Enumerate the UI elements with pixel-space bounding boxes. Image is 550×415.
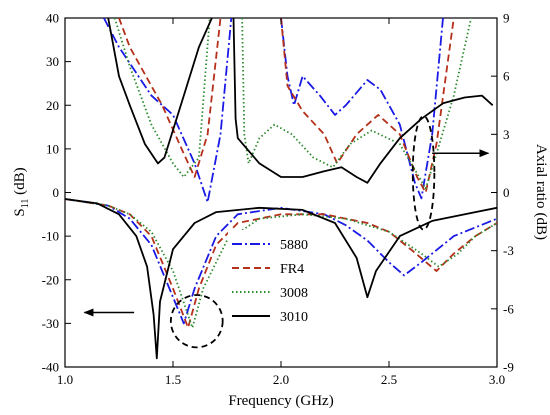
s11-line-3008 <box>65 198 497 329</box>
y2-tick-label: 6 <box>503 69 510 84</box>
y2-tick-label: 9 <box>503 11 510 26</box>
axial-ratio-line-3010-low <box>107 18 213 165</box>
legend-label-3010: 3010 <box>280 310 308 325</box>
legend: 5880 FR4 3008 3010 <box>228 230 328 326</box>
axial-ratio-line-3008-high <box>241 18 472 190</box>
y-tick-label: 30 <box>46 54 59 69</box>
legend-box <box>228 230 328 326</box>
y-tick-label: 20 <box>46 98 59 113</box>
annotation-layer <box>83 115 490 349</box>
s11-group-ellipse <box>169 294 224 349</box>
y2-tick-label: -9 <box>503 360 514 375</box>
y-tick-label: 0 <box>53 185 60 200</box>
axial-ratio-line-fr4-low <box>118 18 222 178</box>
y-tick-label: -40 <box>42 360 59 375</box>
y-tick-label: -20 <box>42 272 59 287</box>
x-tick-label: 2.0 <box>273 372 289 387</box>
legend-label-5880: 5880 <box>280 238 308 253</box>
x-tick-label: 1.0 <box>57 372 73 387</box>
x-tick-label: 3.0 <box>489 372 505 387</box>
legend-label-3008: 3008 <box>280 286 308 301</box>
y2-tick-label: -6 <box>503 301 514 316</box>
y2-tick-label: 0 <box>503 185 510 200</box>
y-tick-label: -30 <box>42 316 59 331</box>
ar-group-ellipse <box>411 115 436 231</box>
tick-layer: 1.0 1.5 2.0 2.5 3.0-40-30-20-10010203040-9-6… <box>42 11 515 388</box>
axial-ratio-line-5880-low <box>103 18 233 204</box>
axial-ratio-line-3010-high <box>232 18 494 184</box>
s11-line-5880 <box>65 198 497 325</box>
x-axis-title: Frequency (GHz) <box>228 393 333 409</box>
y-tick-label: -10 <box>42 229 59 244</box>
series-layer <box>65 18 497 360</box>
legend-label-fr4: FR4 <box>280 262 304 277</box>
axial-ratio-line-3008-low <box>113 18 211 178</box>
y-tick-label: 10 <box>46 141 59 156</box>
x-tick-label: 2.5 <box>381 372 397 387</box>
y2-tick-label: 3 <box>503 127 510 142</box>
y2-tick-label: -3 <box>503 243 514 258</box>
y-tick-label: 40 <box>46 11 59 26</box>
x-tick-label: 1.5 <box>165 372 181 387</box>
s11-line-3010 <box>65 198 497 360</box>
axial-ratio-line-5880-high <box>280 18 444 200</box>
y-axis-title: S11 (dB) <box>12 167 31 216</box>
axial-ratio-line-fr4-high <box>280 18 455 194</box>
y2-axis-title: Axial ratio(dB) <box>533 144 549 240</box>
